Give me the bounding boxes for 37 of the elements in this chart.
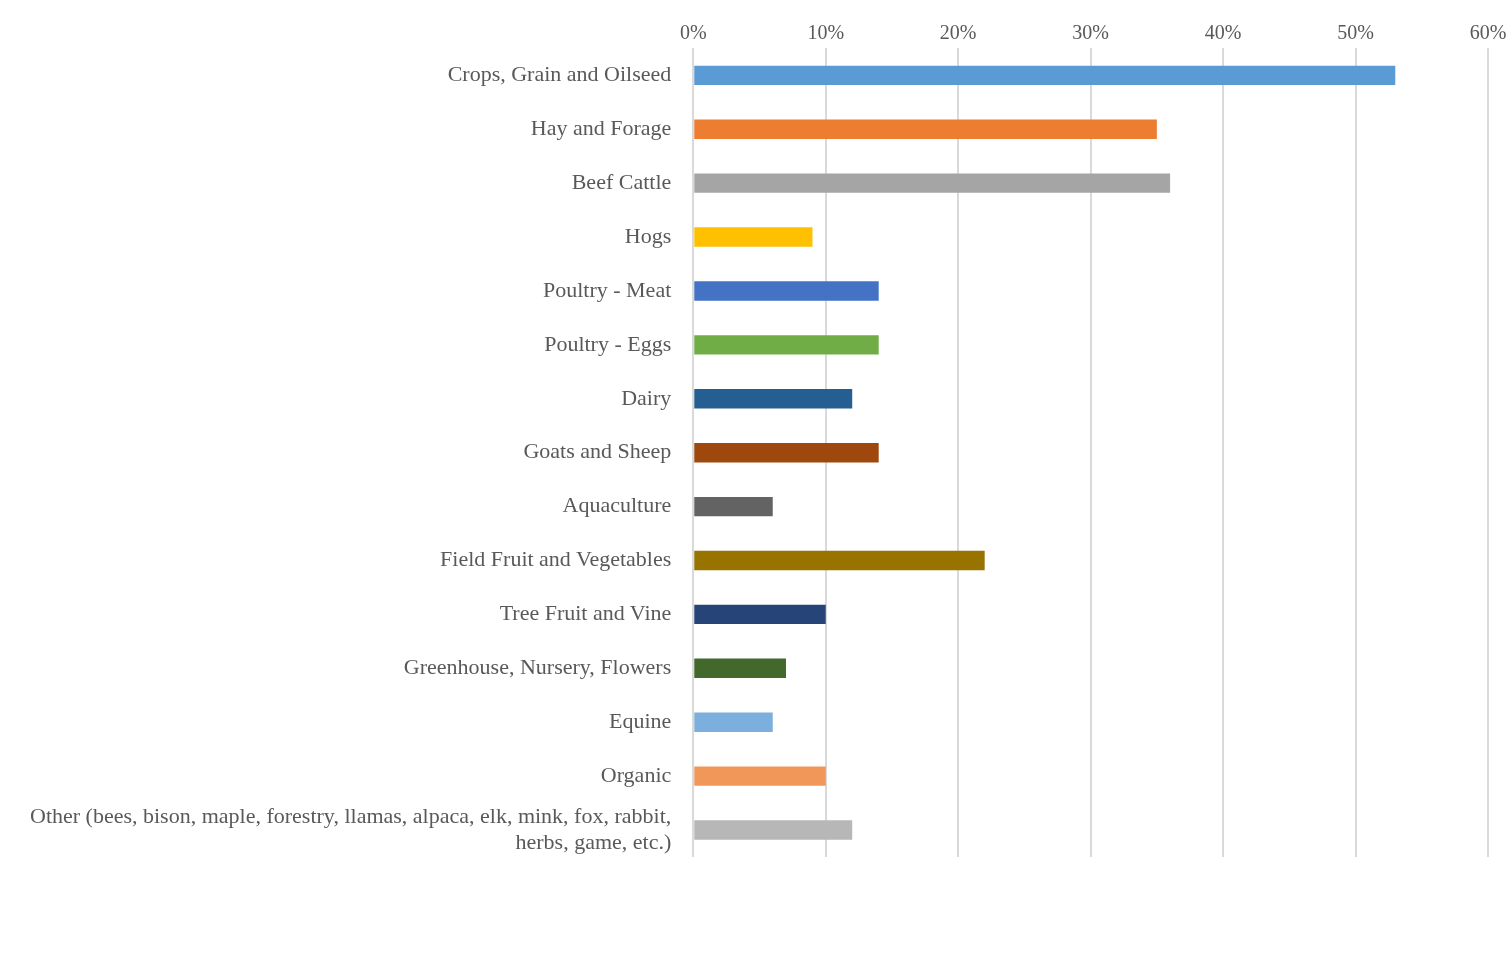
y-tick-label: Hay and Forage bbox=[530, 115, 672, 141]
x-tick-label: 10% bbox=[807, 20, 845, 43]
bar bbox=[694, 173, 1171, 193]
y-tick-label: Greenhouse, Nursery, Flowers bbox=[403, 654, 672, 680]
bar bbox=[694, 65, 1396, 86]
x-tick-label: 30% bbox=[1072, 20, 1109, 43]
bar bbox=[694, 766, 826, 786]
x-tick-label: 50% bbox=[1337, 20, 1374, 43]
y-tick-label: Poultry - Eggs bbox=[544, 330, 672, 356]
bar bbox=[694, 658, 786, 679]
y-tick-label: Equine bbox=[608, 708, 672, 734]
y-tick-label: Field Fruit and Vegetables bbox=[440, 546, 672, 572]
bar bbox=[694, 712, 773, 732]
bar bbox=[694, 227, 813, 247]
bar bbox=[694, 281, 879, 301]
bar bbox=[694, 820, 853, 840]
bar bbox=[694, 496, 773, 517]
y-tick-label: Crops, Grain and Oilseed bbox=[447, 61, 672, 87]
y-tick-label: Beef Cattle bbox=[571, 168, 672, 194]
y-tick-label: Tree Fruit and Vine bbox=[499, 600, 672, 626]
bar bbox=[694, 119, 1157, 139]
bar bbox=[694, 443, 879, 463]
bar bbox=[694, 335, 879, 355]
x-tick-label: 60% bbox=[1469, 20, 1507, 43]
x-tick-label: 20% bbox=[939, 20, 977, 43]
bar bbox=[694, 389, 853, 409]
y-tick-label: Dairy bbox=[621, 384, 672, 410]
y-tick-label: Goats and Sheep bbox=[523, 438, 672, 464]
y-tick-label: Organic bbox=[600, 761, 672, 787]
y-tick-label: Aquaculture bbox=[562, 492, 672, 518]
bar bbox=[694, 550, 985, 571]
y-tick-label: Other (bees, bison, maple, forestry, llamas, alpaca, elk, mink, fox, rabbit, herbs, game, etc.) bbox=[30, 802, 672, 855]
bar bbox=[694, 604, 826, 625]
x-tick-label: 40% bbox=[1204, 20, 1242, 43]
y-tick-label: Poultry - Meat bbox=[542, 276, 672, 302]
y-tick-label: Hogs bbox=[624, 222, 672, 248]
x-tick-label: 0% bbox=[679, 20, 707, 43]
